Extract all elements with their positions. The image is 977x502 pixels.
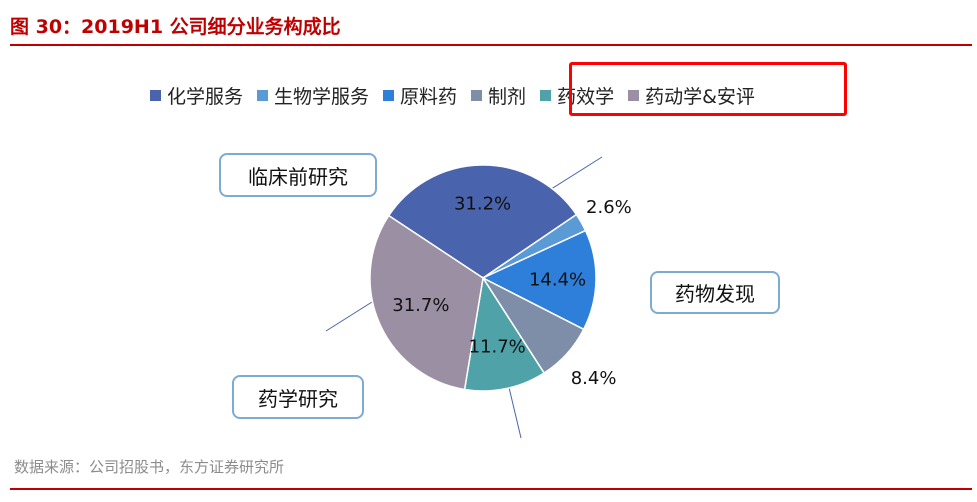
legend-label: 制剂	[488, 85, 527, 108]
pie-slice	[463, 275, 546, 392]
pie-slice	[387, 164, 578, 279]
legend-swatch	[383, 89, 395, 101]
legend-swatch	[150, 89, 161, 101]
pie-slice	[481, 229, 597, 331]
legend-label: 药动学&安评	[645, 85, 755, 108]
legend-swatch	[540, 89, 552, 101]
legend-highlight-box	[569, 62, 847, 116]
slice-value-label: 2.6%	[586, 197, 632, 218]
callout-pharma-research: 药学研究	[232, 375, 364, 419]
callout-drug-discovery: 药物发现	[650, 271, 780, 314]
chart-legend: 化学服务 生物学服务 原料药 制剂 药效学 药动学&安评	[150, 80, 769, 110]
legend-item-formulation: 制剂	[471, 82, 526, 109]
callout-preclinical: 临床前研究	[219, 153, 377, 197]
legend-item-chem: 化学服务	[150, 82, 243, 109]
callout-label: 药学研究	[258, 386, 338, 411]
callout-label: 药物发现	[675, 282, 755, 306]
figure-title: 图 30：2019H1 公司细分业务构成比	[10, 16, 341, 38]
legend-item-pk-safety: 药动学&安评	[628, 82, 755, 109]
legend-item-api: 原料药	[383, 82, 457, 109]
legend-label: 原料药	[400, 85, 458, 108]
slice-value-label: 14.4%	[529, 269, 586, 290]
source-note: 数据来源：公司招股书，东方证券研究所	[14, 458, 285, 476]
slice-value-label: 8.4%	[571, 368, 617, 389]
slice-value-label: 11.7%	[469, 337, 526, 358]
bottom-divider	[10, 488, 972, 490]
slice-value-label: 31.2%	[454, 193, 511, 214]
pie-slice	[369, 214, 484, 391]
slice-value-label: 31.7%	[392, 295, 449, 316]
legend-item-bio: 生物学服务	[257, 82, 369, 109]
legend-label: 化学服务	[167, 85, 244, 108]
legend-swatch	[471, 89, 483, 101]
top-divider	[10, 44, 972, 46]
legend-label: 生物学服务	[274, 85, 370, 108]
callout-label: 临床前研究	[248, 164, 348, 189]
legend-swatch	[628, 89, 640, 101]
legend-swatch	[257, 89, 269, 101]
